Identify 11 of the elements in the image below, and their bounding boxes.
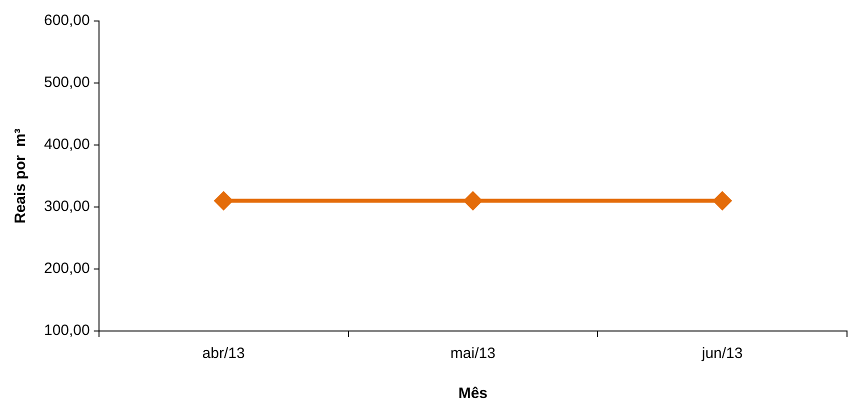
y-axis-title: Reais por m³	[12, 128, 30, 224]
y-tick-label: 100,00	[44, 322, 90, 340]
x-axis-title: Mês	[458, 385, 488, 402]
y-tick-label: 200,00	[44, 260, 90, 278]
x-tick-label: jun/13	[700, 345, 743, 362]
y-tick-label: 300,00	[44, 198, 90, 216]
x-tick-label: abr/13	[202, 345, 245, 362]
y-tick-label: 600,00	[44, 12, 90, 30]
y-tick-label: 400,00	[44, 136, 90, 154]
y-tick-label: 500,00	[44, 74, 90, 92]
x-tick-label: mai/13	[450, 345, 496, 362]
